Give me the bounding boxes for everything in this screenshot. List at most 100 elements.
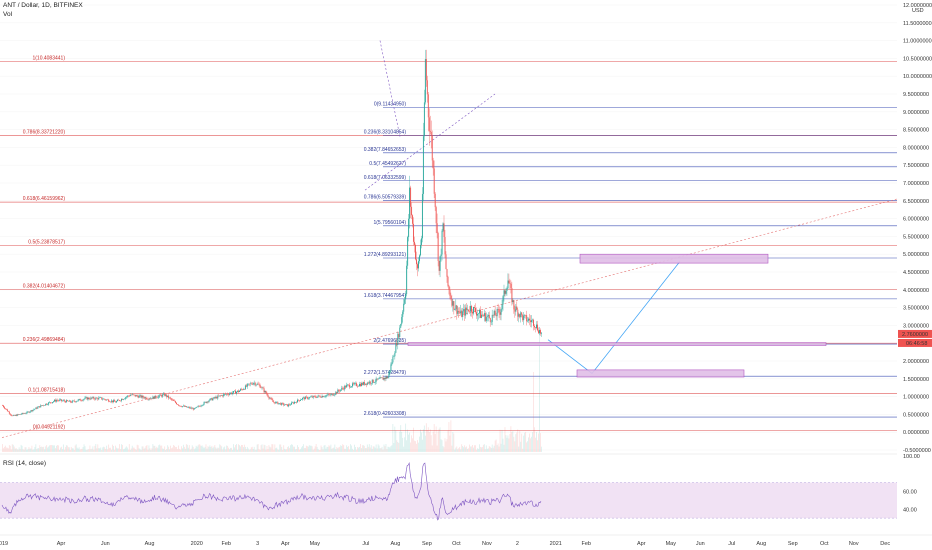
volume-bar (536, 432, 537, 452)
candle-body (57, 400, 58, 401)
candle-body (322, 395, 324, 398)
volume-bar (436, 445, 438, 452)
volume-bar (312, 449, 314, 452)
volume-bar (232, 449, 233, 452)
target-boxes[interactable] (407, 253, 827, 378)
volume-bar (359, 446, 360, 452)
fib-right-label: 0.786(6.50579339) (364, 195, 407, 201)
volume-bar (357, 447, 358, 452)
candle-body (283, 403, 285, 406)
candle-body (471, 305, 473, 312)
candle-body (38, 406, 40, 408)
candle-body (457, 310, 459, 314)
volume-bar (383, 444, 385, 452)
volume-bar (91, 448, 93, 452)
price-axis[interactable]: 12.0000000 11.5000000 11.0000000 10.5000000… (898, 3, 932, 454)
countdown-value: 06:46:58 (906, 341, 927, 347)
volume-bar (325, 448, 327, 452)
candle-body (103, 398, 105, 400)
time-tick-label: Oct (820, 541, 829, 547)
volume-bar (488, 446, 490, 452)
volume-bar (487, 448, 489, 452)
candle-body (518, 314, 520, 317)
candle-body (41, 405, 43, 406)
candle-body (12, 415, 14, 416)
volume-bar (139, 449, 141, 452)
volume-bar (9, 445, 11, 452)
candle-body (73, 400, 75, 402)
candle-body (106, 399, 108, 401)
volume-bar (117, 448, 118, 452)
volume-bar (306, 446, 308, 452)
volume-bar (230, 447, 231, 452)
candle-body (426, 80, 428, 95)
volume-bar (302, 444, 304, 452)
candle-body (74, 401, 76, 403)
candle-body (217, 395, 219, 399)
candle-body (266, 393, 268, 395)
fib-left-label: 0.786(8.33721220) (23, 129, 66, 135)
volume-bar (63, 449, 65, 452)
volume-bar (305, 445, 307, 452)
time-tick-label: May (310, 541, 321, 547)
candle-body (490, 321, 492, 323)
volume-bar (136, 444, 138, 452)
candle-body (371, 379, 373, 384)
volume-bar (257, 444, 259, 452)
candle-body (159, 394, 161, 397)
rsi-tick-label: 100.00 (903, 454, 920, 460)
volume-bar (411, 435, 412, 452)
volume-bar (459, 446, 461, 452)
candle-body (498, 309, 500, 313)
candle-body (191, 408, 193, 409)
volume-bar (364, 448, 366, 452)
candle-body (339, 390, 341, 392)
volume-bar (516, 432, 518, 452)
volume-bar (260, 445, 262, 452)
time-axis[interactable]: 2019 Apr Jun Aug 2020 Feb 3 Apr May Jul Aug Sep Oct N… (0, 534, 932, 547)
candle-body (513, 300, 515, 310)
time-tick-label: Apr (281, 541, 290, 547)
volume-bar (509, 434, 511, 452)
candle-body (359, 383, 360, 386)
volume-bar (250, 447, 252, 452)
volume-bar (515, 434, 517, 452)
price-tick-label: 4.5000000 (903, 270, 929, 276)
volume-bar (151, 448, 153, 452)
volume-bar (234, 447, 235, 452)
volume-bar (171, 448, 172, 452)
countdown-tag (898, 338, 932, 347)
volume-bar (227, 445, 229, 452)
trend-lines[interactable] (1, 40, 898, 438)
volume-bar (22, 449, 24, 452)
candle-body (528, 318, 530, 321)
candle-body (91, 397, 93, 399)
price-tick-label: 10.5000000 (903, 56, 932, 62)
fib-right-label: 1.272(4.89293121) (364, 252, 407, 258)
resistance-target-box (579, 253, 769, 264)
volume-bar (192, 446, 194, 452)
volume-bar (499, 429, 501, 452)
volume-bar (313, 448, 315, 452)
volume-bar (116, 447, 117, 452)
volume-bar (256, 444, 258, 452)
candle-body (461, 310, 463, 317)
candle-body (447, 276, 449, 286)
volume-bar (292, 444, 293, 452)
volume-bar (370, 445, 372, 452)
candle-body (539, 330, 541, 334)
volume-bar (419, 429, 421, 452)
volume-bar (505, 435, 507, 452)
candle-body (132, 394, 134, 395)
volume-bar (387, 446, 389, 452)
candle-body (53, 401, 55, 403)
candle-body (506, 288, 508, 292)
candle-body (369, 381, 371, 384)
candle-body (174, 400, 176, 402)
candle-body (300, 399, 302, 401)
candle-body (178, 404, 179, 406)
candle-body (499, 312, 501, 315)
candle-body (17, 414, 19, 415)
candle-body (123, 398, 125, 400)
